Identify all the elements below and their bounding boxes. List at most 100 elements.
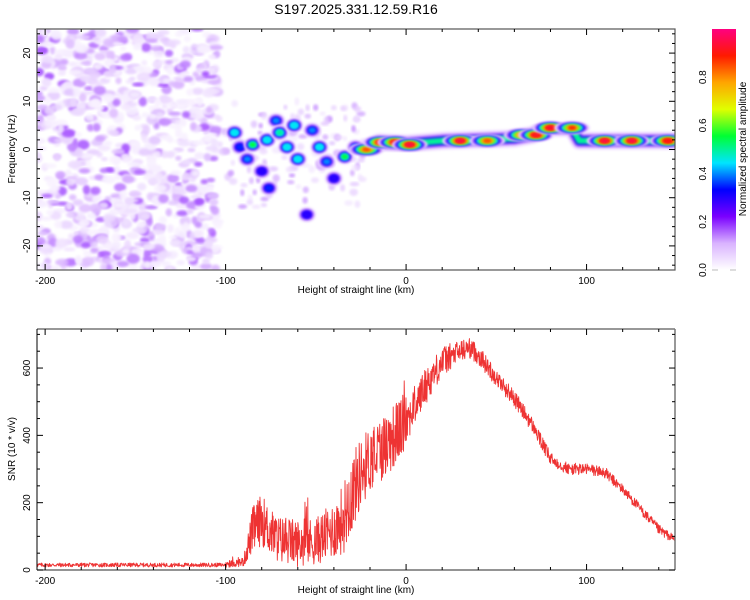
y-tick-label: 0 [22,567,33,573]
noise-blob [260,111,268,120]
noise-blob [190,121,197,131]
noise-blob [91,99,102,107]
noise-blob [206,88,221,95]
noise-blob [68,194,77,201]
noise-blob [168,81,176,87]
noise-blob [85,113,94,122]
noise-blob [77,139,90,150]
noise-blob [109,155,122,164]
colorbar-tick-label: 0.2 [698,214,709,228]
noise-blob [133,169,146,175]
noise-blob [102,38,116,48]
noise-blob [178,230,187,238]
noise-blob [76,34,91,40]
y-tick-label: 10 [22,95,33,107]
noise-blob [65,169,72,177]
noise-blob [179,117,187,127]
noise-blob [63,247,76,252]
noise-blob [206,185,214,194]
noise-blob [79,218,91,227]
noise-blob [209,44,224,51]
noise-blob [37,67,44,77]
noise-blob [132,227,145,233]
noise-blob [258,122,263,129]
noise-blob [149,135,161,145]
noise-blob [56,201,69,206]
noise-blob [86,212,97,220]
noise-blob [40,216,52,221]
noise-blob [330,105,337,111]
noise-blob [55,238,69,248]
colorbar-tick-label: 0.6 [698,118,709,132]
noise-blob [59,58,69,66]
noise-blob [128,76,136,82]
y-tick-label: 200 [22,494,33,511]
noise-blob [328,141,336,146]
noise-blob [159,177,166,185]
noise-blob [161,150,169,159]
x-tick-label: -200 [35,276,55,287]
noise-blob [109,108,119,119]
noise-blob [128,262,138,270]
noise-blob [161,261,172,267]
noise-blob [134,124,142,131]
noise-blob [103,140,113,146]
noise-blob [186,208,194,215]
noise-blob [283,104,288,110]
noise-blob [311,177,319,183]
noise-blob [87,229,102,236]
noise-blob [46,114,57,121]
noise-blob [209,198,219,206]
noise-blob [206,192,219,199]
noise-blob [208,54,217,60]
noise-blob [154,98,161,108]
noise-blob [78,203,92,213]
noise-blob [124,197,134,204]
noise-blob [79,225,90,235]
noise-blob [190,264,203,270]
noise-blob [158,194,169,204]
spectral-peak [278,139,296,155]
noise-blob [142,255,154,263]
noise-blob [112,98,121,107]
noise-blob [246,165,252,174]
noise-blob [349,169,355,177]
noise-blob [126,232,140,240]
noise-blob [122,218,130,226]
noise-blob [351,164,360,171]
noise-blob [201,71,210,77]
noise-blob [44,96,51,105]
noise-blob [169,239,181,246]
noise-blob [145,205,158,210]
noise-blob [288,173,296,178]
noise-blob [86,123,95,132]
snr-series-line [37,338,675,568]
noise-blob [281,155,288,160]
noise-blob [203,153,211,162]
noise-blob [102,214,116,223]
noise-blob [209,125,222,135]
noise-blob [167,224,174,233]
noise-blob [165,103,178,108]
noise-blob [354,115,359,122]
noise-blob [158,118,172,126]
noise-blob [48,237,58,247]
snr-panel: -200 -100 0 100 0 200 400 600 Height of straig… [7,328,676,596]
noise-blob [112,41,124,46]
noise-blob [207,227,215,234]
noise-blob [214,83,222,89]
y-tick-label: 0 [22,146,33,152]
noise-blob [37,236,46,246]
spectrogram-x-label: Height of straight line (km) [298,285,415,296]
noise-blob [65,178,76,186]
noise-blob [47,91,61,101]
noise-blob [72,86,81,97]
noise-blob [181,132,188,140]
spectral-peak [310,139,329,155]
noise-blob [166,136,174,144]
noise-blob [121,248,130,254]
noise-blob [146,192,154,201]
noise-blob [110,64,117,74]
colorbar-tick-label: 0.0 [698,263,709,277]
colorbar-ticks: 0.0 0.2 0.4 0.6 0.8 [698,70,736,277]
